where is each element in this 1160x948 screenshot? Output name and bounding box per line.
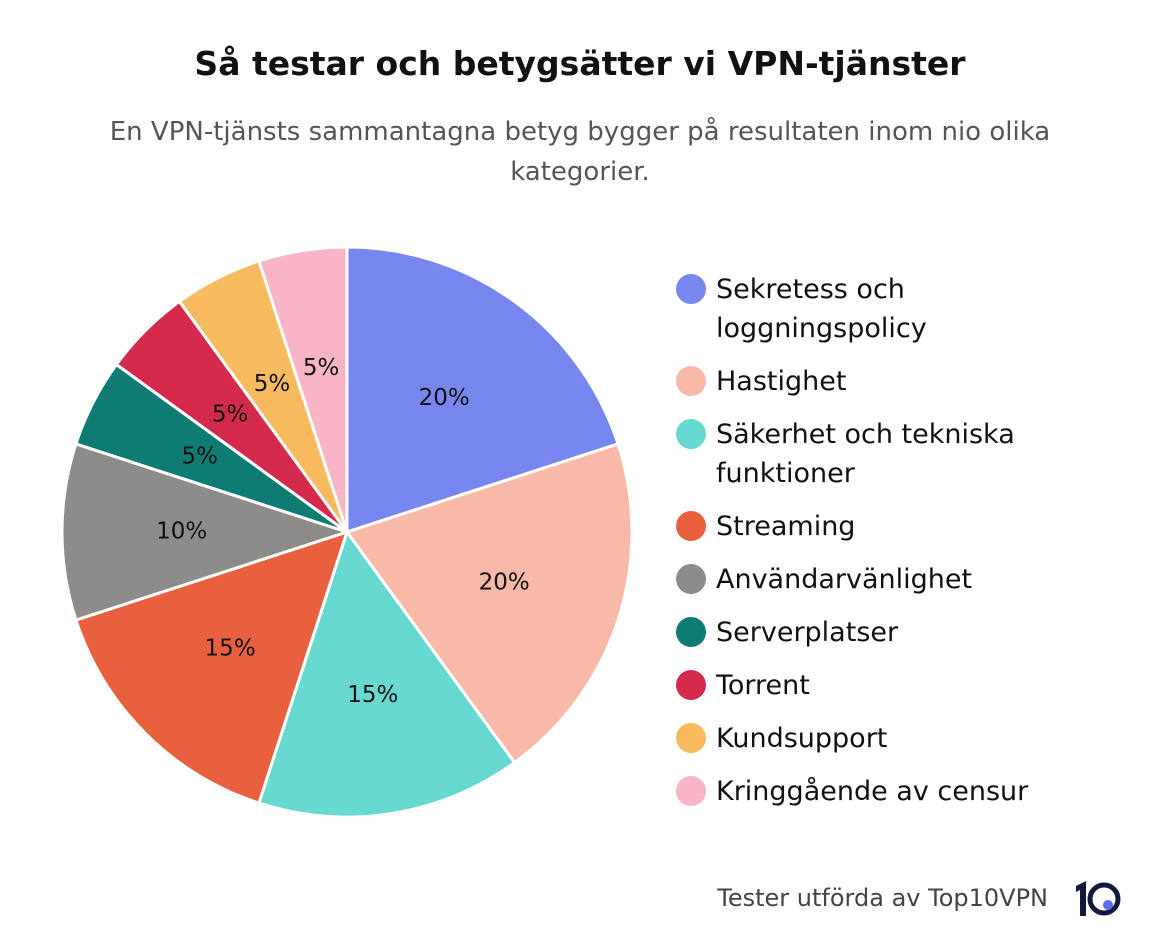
legend-item: Kundsupport — [676, 719, 1056, 758]
legend: Sekretess och loggningspolicy Hastighet Sä… — [676, 270, 1056, 825]
legend-item: Torrent — [676, 666, 1056, 705]
legend-label: Sekretess och loggningspolicy — [716, 274, 927, 344]
logo-dot — [1103, 900, 1113, 910]
legend-item: Användarvänlighet — [676, 560, 1056, 599]
pie-slice — [344, 442, 634, 765]
pie-slice — [345, 245, 620, 535]
legend-label: Serverplatser — [716, 617, 899, 648]
pie-slice — [257, 245, 349, 533]
legend-swatch — [676, 617, 706, 647]
data-label: 15% — [205, 635, 256, 661]
pie-slice — [74, 529, 350, 805]
legend-label: Säkerhet och tekniska funktioner — [716, 419, 1015, 489]
legend-label: Hastighet — [716, 366, 847, 397]
legend-label: Användarvänlighet — [716, 564, 973, 595]
legend-item: Serverplatser — [676, 613, 1056, 652]
legend-label: Kringgående av censur — [716, 776, 1029, 807]
legend-swatch — [676, 564, 706, 594]
legend-swatch — [676, 511, 706, 541]
data-label: 5% — [181, 443, 218, 469]
legend-item: Hastighet — [676, 362, 1056, 401]
legend-swatch — [676, 723, 706, 753]
chart-subtitle: En VPN-tjänsts sammantagna betyg bygger … — [109, 117, 1051, 187]
legend-swatch — [676, 274, 706, 304]
data-label: 15% — [347, 682, 398, 708]
legend-item: Kringgående av censur — [676, 772, 1056, 811]
legend-swatch — [676, 366, 706, 396]
legend-item: Sekretess och loggningspolicy — [676, 270, 1056, 348]
logo-one — [1076, 881, 1086, 916]
logo — [1076, 881, 1121, 916]
legend-swatch — [676, 670, 706, 700]
legend-item: Streaming — [676, 507, 1056, 546]
legend-item: Säkerhet och tekniska funktioner — [676, 415, 1056, 493]
footer: Tester utförda av Top10VPN — [717, 884, 1048, 912]
pie-slice — [257, 528, 517, 819]
data-label: 10% — [156, 519, 207, 545]
legend-label: Streaming — [716, 511, 856, 542]
logo-ring — [1087, 882, 1121, 916]
pie-slice — [60, 442, 352, 622]
legend-swatch — [676, 776, 706, 806]
data-label: 5% — [254, 371, 291, 397]
legend-label: Torrent — [716, 670, 810, 701]
data-label: 5% — [303, 355, 340, 381]
data-label: 5% — [212, 402, 249, 428]
data-label: 20% — [419, 385, 470, 411]
chart-title: Så testar och betygsätter vi VPN-tjänste… — [194, 44, 966, 83]
pie-chart: 20%20%15%15%10%5%5%5%5% — [60, 245, 634, 819]
legend-label: Kundsupport — [716, 723, 888, 754]
data-label: 20% — [479, 570, 530, 596]
legend-swatch — [676, 419, 706, 449]
